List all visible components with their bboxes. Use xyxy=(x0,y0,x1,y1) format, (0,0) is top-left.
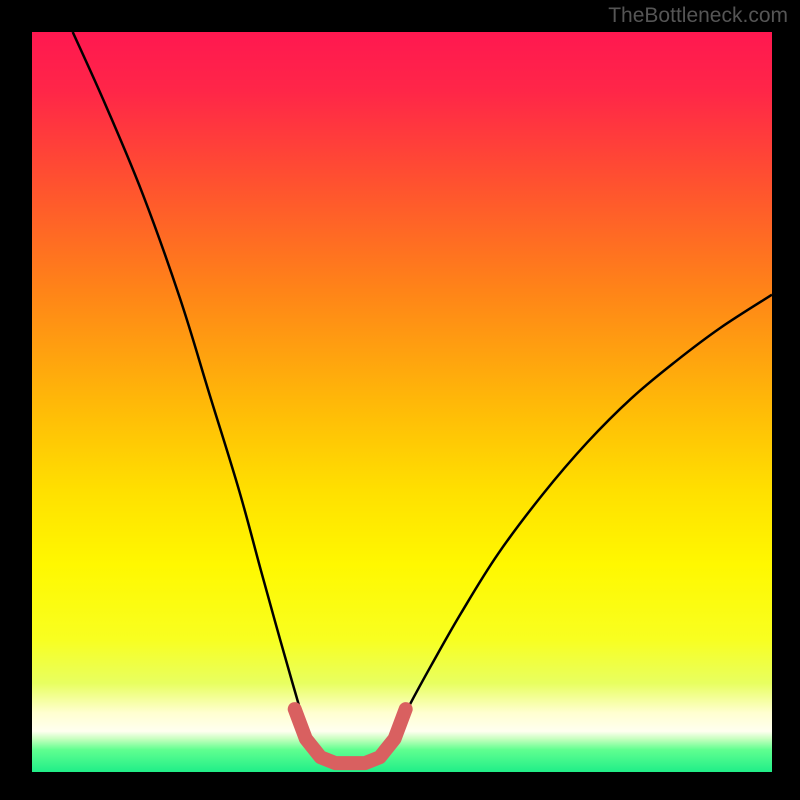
curve-left xyxy=(73,32,317,754)
curve-right xyxy=(384,295,773,754)
chart-curves-layer xyxy=(32,32,772,772)
watermark-text: TheBottleneck.com xyxy=(608,4,788,28)
chart-plot-area xyxy=(32,32,772,772)
bottom-marker xyxy=(295,709,406,763)
